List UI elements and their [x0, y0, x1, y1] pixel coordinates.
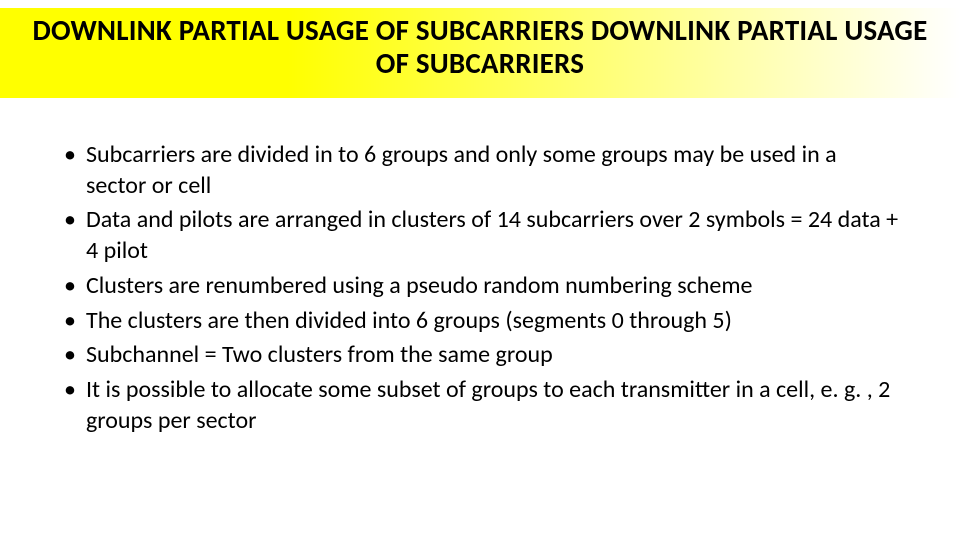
title-band: DOWNLINK PARTIAL USAGE OF SUBCARRIERS DO…	[0, 8, 960, 98]
list-item: Data and pilots are arranged in clusters…	[60, 205, 900, 266]
list-item: Clusters are renumbered using a pseudo r…	[60, 271, 900, 302]
slide: { "title": { "text": "DOWNLINK PARTIAL U…	[0, 0, 960, 540]
list-item: Subchannel = Two clusters from the same …	[60, 340, 900, 371]
bullet-list: Subcarriers are divided in to 6 groups a…	[60, 140, 900, 436]
list-item: The clusters are then divided into 6 gro…	[60, 306, 900, 337]
list-item: Subcarriers are divided in to 6 groups a…	[60, 140, 900, 201]
slide-title: DOWNLINK PARTIAL USAGE OF SUBCARRIERS DO…	[20, 14, 940, 81]
list-item: It is possible to allocate some subset o…	[60, 375, 900, 436]
body-area: Subcarriers are divided in to 6 groups a…	[60, 140, 900, 440]
